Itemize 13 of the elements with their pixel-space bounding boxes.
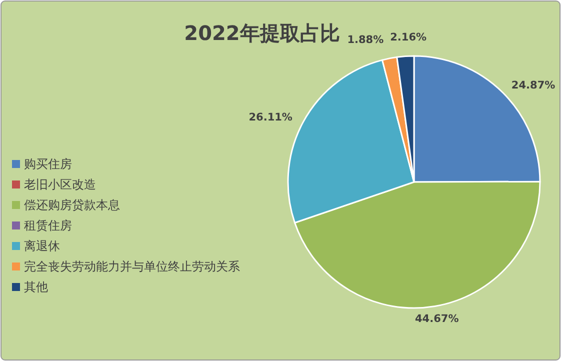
data-label: 44.67% [414, 313, 460, 326]
legend-label: 完全丧失劳动能力并与单位终止劳动关系 [24, 260, 240, 274]
legend-label: 租赁住房 [24, 218, 72, 232]
data-label: 24.87% [511, 79, 556, 92]
chart-title: 2022年提取占比 [184, 21, 340, 45]
data-label: 2.16% [390, 31, 428, 44]
legend-label: 离退休 [24, 239, 60, 253]
legend-label: 其他 [24, 280, 48, 294]
legend-label: 偿还购房贷款本息 [24, 198, 120, 212]
data-label: 26.11% [248, 112, 293, 124]
data-label: 1.88% [347, 34, 384, 46]
legend-label: 老旧小区改造 [24, 178, 96, 192]
legend-label: 购买住房 [24, 157, 72, 171]
